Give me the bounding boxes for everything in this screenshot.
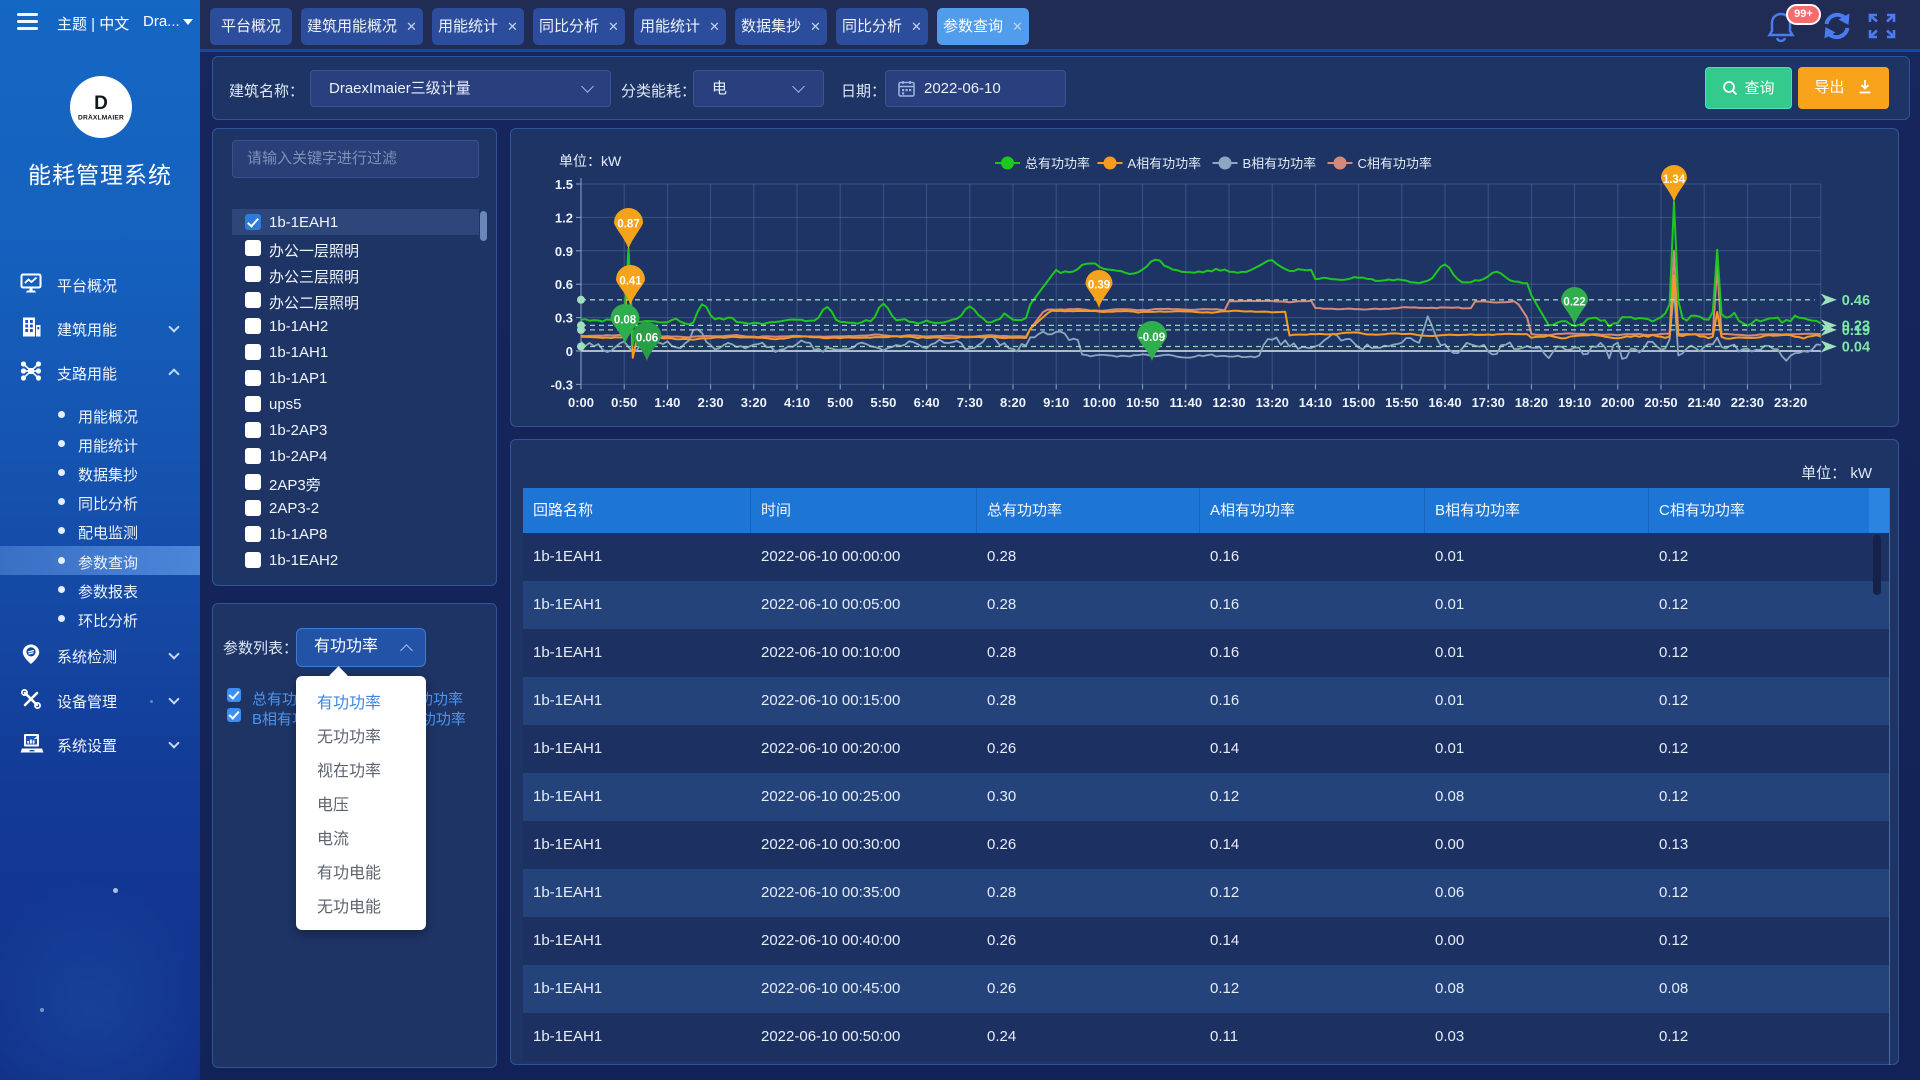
svg-text:0.6: 0.6 <box>555 277 573 292</box>
svg-text:11:40: 11:40 <box>1170 395 1203 410</box>
svg-text:23:20: 23:20 <box>1774 395 1807 410</box>
svg-text:1.34: 1.34 <box>1663 174 1686 186</box>
svg-text:DRÄXLMAIER: DRÄXLMAIER <box>78 114 124 122</box>
svg-text:21:40: 21:40 <box>1688 395 1721 410</box>
svg-text:-0.3: -0.3 <box>551 377 573 392</box>
svg-text:19:10: 19:10 <box>1558 395 1591 410</box>
svg-text:6:40: 6:40 <box>914 395 940 410</box>
svg-text:14:10: 14:10 <box>1299 395 1332 410</box>
svg-text:10:50: 10:50 <box>1126 395 1159 410</box>
svg-text:10:00: 10:00 <box>1083 395 1116 410</box>
svg-text:总有功功率: 总有功功率 <box>1025 156 1090 171</box>
svg-text:0.19: 0.19 <box>1842 323 1870 339</box>
svg-text:1.5: 1.5 <box>555 177 573 192</box>
svg-text:15:00: 15:00 <box>1342 395 1375 410</box>
svg-text:5:50: 5:50 <box>870 395 896 410</box>
svg-text:20:50: 20:50 <box>1644 395 1677 410</box>
svg-text:22:30: 22:30 <box>1731 395 1764 410</box>
svg-text:1.2: 1.2 <box>555 210 573 225</box>
svg-text:0.87: 0.87 <box>617 219 639 231</box>
svg-text:5:00: 5:00 <box>827 395 853 410</box>
svg-text:0.04: 0.04 <box>1842 340 1870 356</box>
svg-text:0.46: 0.46 <box>1842 293 1870 309</box>
svg-text:8:20: 8:20 <box>1000 395 1026 410</box>
svg-text:0.06: 0.06 <box>636 333 658 345</box>
svg-text:0:00: 0:00 <box>568 395 594 410</box>
svg-text:2:30: 2:30 <box>698 395 724 410</box>
svg-text:0:50: 0:50 <box>611 395 637 410</box>
svg-text:16:40: 16:40 <box>1428 395 1461 410</box>
svg-text:0.39: 0.39 <box>1088 280 1110 292</box>
svg-text:18:20: 18:20 <box>1515 395 1548 410</box>
svg-text:12:30: 12:30 <box>1212 395 1245 410</box>
svg-text:17:30: 17:30 <box>1472 395 1505 410</box>
svg-text:0.22: 0.22 <box>1563 297 1585 309</box>
svg-text:13:20: 13:20 <box>1256 395 1289 410</box>
svg-text:A相有功功率: A相有功功率 <box>1128 156 1202 171</box>
svg-text:3:20: 3:20 <box>741 395 767 410</box>
svg-text:0: 0 <box>566 344 573 359</box>
svg-text:C相有功功率: C相有功功率 <box>1358 156 1432 171</box>
svg-text:7:30: 7:30 <box>957 395 983 410</box>
svg-text:4:10: 4:10 <box>784 395 810 410</box>
svg-text:0.41: 0.41 <box>619 276 642 288</box>
svg-text:9:10: 9:10 <box>1043 395 1069 410</box>
svg-text:B相有功功率: B相有功功率 <box>1243 156 1317 171</box>
svg-text:1:40: 1:40 <box>654 395 680 410</box>
svg-text:15:50: 15:50 <box>1385 395 1418 410</box>
svg-text:单位：kW: 单位：kW <box>559 153 622 169</box>
svg-text:0.08: 0.08 <box>614 315 637 327</box>
svg-text:0.3: 0.3 <box>555 311 573 326</box>
svg-text:-0.09: -0.09 <box>1139 332 1165 344</box>
svg-text:D: D <box>94 93 108 114</box>
svg-text:20:00: 20:00 <box>1601 395 1634 410</box>
svg-text:0.23: 0.23 <box>1842 318 1870 334</box>
svg-text:0.9: 0.9 <box>555 244 573 259</box>
